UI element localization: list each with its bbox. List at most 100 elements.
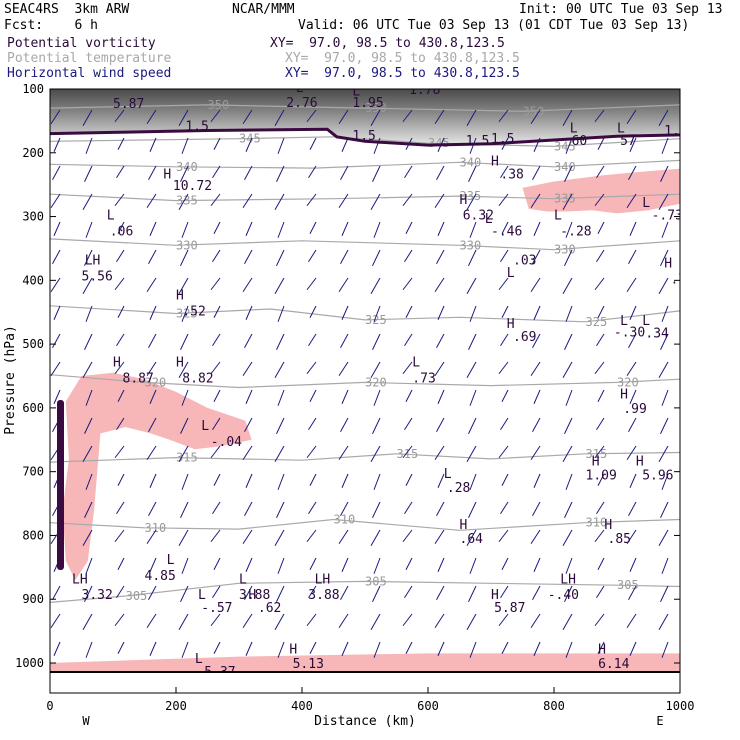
annotation-39: .34 bbox=[645, 327, 669, 342]
theta-label-350-0: 350 bbox=[208, 98, 230, 112]
wind-vector-78 bbox=[146, 613, 157, 629]
theta-label-340-1: 340 bbox=[460, 155, 482, 169]
annotation-10: L bbox=[617, 121, 625, 136]
annotation-28: H bbox=[176, 289, 184, 304]
wind-vector-323 bbox=[562, 193, 573, 210]
wind-vector-258 bbox=[434, 613, 445, 629]
annotation-71: .62 bbox=[258, 601, 281, 616]
wind-vector-152 bbox=[274, 445, 285, 462]
wind-vector-298 bbox=[498, 613, 509, 627]
theta-label-330-1: 330 bbox=[460, 238, 482, 252]
wind-vector-178 bbox=[306, 613, 317, 627]
theta-contour-325 bbox=[50, 305, 680, 323]
annotation-35: .69 bbox=[513, 330, 536, 345]
wind-vector-335 bbox=[562, 529, 573, 546]
annotation-36: L bbox=[620, 314, 628, 329]
wind-vector-87 bbox=[181, 305, 189, 322]
wind-vector-344 bbox=[597, 221, 605, 234]
wind-vector-175 bbox=[306, 529, 317, 543]
east-label: E bbox=[656, 714, 663, 728]
wind-vector-231 bbox=[404, 417, 413, 431]
wind-vector-268 bbox=[468, 333, 477, 350]
y-tick-label-500: 500 bbox=[22, 337, 44, 351]
wind-vector-207 bbox=[373, 305, 381, 322]
wind-vector-209 bbox=[370, 361, 381, 378]
theta-label-315-1: 315 bbox=[397, 447, 419, 461]
wind-vector-255 bbox=[434, 529, 445, 545]
wind-vector-28 bbox=[84, 333, 93, 350]
annotation-2: L bbox=[296, 81, 304, 96]
wind-vector-396 bbox=[661, 557, 669, 574]
annotation-50: L bbox=[444, 467, 452, 482]
wind-vector-271 bbox=[468, 417, 477, 434]
wind-vector-339 bbox=[565, 641, 573, 658]
wind-vector-381 bbox=[661, 137, 669, 154]
wind-vector-200 bbox=[370, 109, 381, 126]
wind-vector-136 bbox=[245, 557, 253, 572]
x-axis-label: Distance (km) bbox=[314, 714, 416, 729]
wind-vector-314 bbox=[532, 501, 541, 516]
wind-vector-140 bbox=[274, 109, 285, 126]
wind-vector-29 bbox=[82, 361, 93, 378]
wind-vector-242 bbox=[436, 165, 445, 180]
wind-vector-206 bbox=[370, 277, 381, 294]
theta-contour-335 bbox=[50, 193, 680, 202]
wind-vector-374 bbox=[628, 501, 637, 516]
theta-label-330-0: 330 bbox=[176, 238, 198, 252]
wind-vector-95 bbox=[178, 529, 189, 546]
legend-potential-vorticity: Potential vorticity bbox=[7, 36, 156, 51]
wind-vector-215 bbox=[370, 529, 381, 546]
wind-vector-164 bbox=[309, 221, 317, 234]
wind-vector-184 bbox=[341, 221, 349, 236]
wind-vector-284 bbox=[501, 221, 509, 234]
wind-vector-328 bbox=[564, 333, 573, 350]
wind-vector-236 bbox=[405, 557, 413, 570]
wind-vector-37 bbox=[84, 585, 93, 602]
wind-vector-36 bbox=[85, 557, 93, 574]
wind-vector-180 bbox=[338, 109, 349, 125]
legend-potential-temperature: Potential temperature bbox=[7, 51, 172, 66]
wind-vector-171 bbox=[308, 417, 317, 431]
annotation-56: H bbox=[460, 518, 468, 533]
wind-vector-89 bbox=[178, 361, 189, 378]
wind-vector-112 bbox=[210, 445, 221, 459]
wind-vector-161 bbox=[309, 137, 317, 150]
pv-label-1: 1.5 bbox=[352, 129, 375, 144]
wind-vector-232 bbox=[402, 445, 413, 459]
annotation-45: .73 bbox=[412, 371, 435, 386]
wind-vector-343 bbox=[594, 193, 605, 207]
wind-vector-21 bbox=[85, 137, 93, 154]
wind-vector-117 bbox=[212, 585, 221, 599]
wind-vector-38 bbox=[82, 613, 93, 630]
annotation-61: 4.85 bbox=[145, 569, 176, 584]
annotation-44: L bbox=[412, 355, 420, 370]
init-time: Init: 00 UTC Tue 03 Sep 13 bbox=[519, 2, 723, 17]
annotation-49: -.04 bbox=[211, 435, 242, 450]
annotation-21: -.28 bbox=[560, 225, 591, 240]
annotation-9: 60 bbox=[572, 134, 588, 149]
wind-vector-239 bbox=[405, 641, 413, 654]
x-tick-label-400: 400 bbox=[291, 699, 313, 713]
wind-vector-370 bbox=[629, 389, 637, 404]
wind-vector-354 bbox=[596, 501, 605, 515]
wind-vector-60 bbox=[146, 109, 157, 125]
wind-vector-99 bbox=[181, 641, 189, 658]
wind-vector-330 bbox=[565, 389, 573, 406]
wind-vector-42 bbox=[116, 165, 125, 179]
wind-vector-272 bbox=[466, 445, 477, 462]
wind-vector-293 bbox=[501, 473, 509, 486]
wind-vector-97 bbox=[180, 585, 189, 602]
wind-vector-147 bbox=[277, 305, 285, 322]
theta-label-325-0: 325 bbox=[176, 307, 198, 321]
wind-vector-353 bbox=[597, 473, 605, 486]
annotation-13: .38 bbox=[500, 167, 523, 182]
wind-vector-259 bbox=[437, 641, 445, 656]
wind-vector-135 bbox=[242, 529, 253, 545]
annotation-29: .52 bbox=[182, 304, 205, 319]
wind-vector-76 bbox=[149, 557, 157, 572]
wind-vector-33 bbox=[85, 473, 93, 490]
wind-vector-257 bbox=[436, 585, 445, 600]
theta-label-310-0: 310 bbox=[145, 521, 167, 535]
wind-vector-163 bbox=[306, 193, 317, 207]
